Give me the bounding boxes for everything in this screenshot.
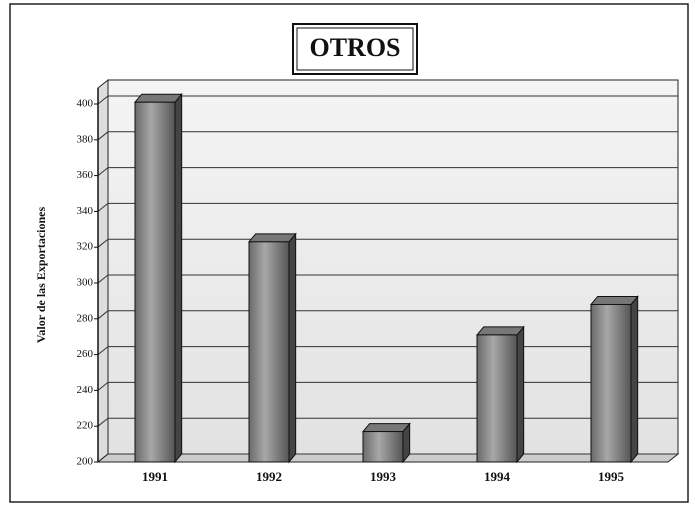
bar: [476, 334, 518, 463]
grid-line: [97, 274, 678, 284]
y-tick-label: 220: [77, 420, 94, 432]
bar-side: [174, 92, 183, 464]
bar-side: [630, 295, 639, 464]
bar-top: [133, 93, 183, 103]
x-tick-label: 1995: [598, 469, 625, 484]
y-axis-label: Valor de las Exportaciones: [34, 207, 48, 344]
y-tick-label: 200: [77, 456, 94, 468]
y-tick-label: 260: [77, 348, 94, 360]
y-tick-label: 360: [77, 169, 94, 181]
bar: [248, 241, 290, 463]
y-tick-label: 400: [77, 98, 94, 110]
title-box: [292, 23, 418, 75]
grid-line: [97, 238, 678, 248]
x-tick-label: 1991: [142, 469, 168, 484]
bar-side: [288, 232, 297, 464]
grid-line: [97, 95, 678, 105]
bar-top: [247, 233, 297, 243]
y-tick-label: 340: [77, 205, 94, 217]
chart-title: OTROS: [309, 33, 400, 62]
title-box-inner: [296, 27, 414, 71]
bar-top: [589, 295, 639, 305]
bar-top: [361, 423, 411, 433]
bar: [362, 431, 404, 463]
bar-top: [475, 326, 525, 336]
bar: [590, 303, 632, 463]
y-tick-label: 280: [77, 312, 94, 324]
y-tick-label: 380: [77, 133, 94, 145]
x-tick-label: 1994: [484, 469, 511, 484]
y-tick-label: 300: [77, 277, 94, 289]
x-tick-label: 1993: [370, 469, 397, 484]
x-tick-label: 1992: [256, 469, 282, 484]
grid-line: [97, 167, 678, 176]
grid-line: [97, 202, 678, 212]
frame: [9, 3, 689, 503]
y-tick-label: 320: [77, 241, 94, 253]
bar-side: [516, 325, 525, 464]
grid-line: [97, 131, 678, 141]
grid-line: [97, 310, 678, 320]
plot-area: 200 220 240 260 280 300 320 340 360 380 400 1991 199…: [77, 78, 680, 484]
side-wall: [97, 78, 109, 464]
y-tick-label: 240: [77, 384, 94, 396]
bar: [134, 101, 176, 463]
